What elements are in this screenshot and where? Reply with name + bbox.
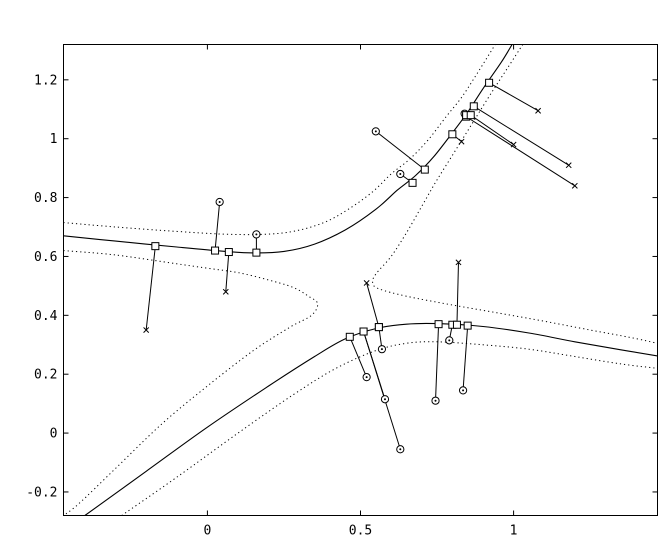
fitted-curves <box>63 44 658 516</box>
fitted-curve-upper <box>63 44 513 254</box>
x-tick-label: 0.5 <box>349 524 372 538</box>
fitted-point-square <box>252 248 261 257</box>
x-tick-label: 1 <box>510 524 518 538</box>
fitted-curve-lower <box>84 322 658 516</box>
fitted-point-square <box>466 111 475 120</box>
residual-line <box>375 130 426 171</box>
observed-point-cross <box>510 141 517 148</box>
residual-line <box>363 331 401 450</box>
observed-point-dot <box>383 398 386 401</box>
y-tick-label: 0.2 <box>34 368 57 383</box>
observed-point-cross <box>565 162 572 169</box>
observed-point-cross <box>458 138 465 145</box>
y-tick-label: 0.4 <box>34 309 58 324</box>
observed-point-cross <box>222 288 229 295</box>
observed-point-dot <box>380 348 383 351</box>
fitted-point-square <box>485 78 494 87</box>
observed-point-cross <box>363 279 370 286</box>
residual-line <box>462 325 469 391</box>
y-tick-label: 0.6 <box>34 250 57 265</box>
residual-line <box>349 336 368 378</box>
residual-line <box>366 282 380 328</box>
fitted-point-square <box>211 246 220 255</box>
observed-point-dot <box>462 389 465 392</box>
fitted-point-square <box>463 321 472 330</box>
fitted-point-square <box>408 178 417 187</box>
fitted-point-square <box>359 327 368 336</box>
residual-line <box>470 114 514 145</box>
y-tick-label: 1 <box>50 132 58 147</box>
bound-upper-inner-line <box>63 250 319 516</box>
observed-point-dot <box>448 339 451 342</box>
boundary-curves <box>63 44 658 516</box>
x-tick-label: 0 <box>203 524 211 538</box>
observed-point-dot <box>218 200 221 203</box>
observed-point-cross <box>535 107 542 114</box>
residual-line <box>225 251 230 292</box>
y-tick-label: 0.8 <box>34 191 57 206</box>
residual-line <box>435 324 440 401</box>
bound-upper-outer-line <box>63 44 496 236</box>
fitted-point-square <box>434 320 443 329</box>
residual-line <box>214 201 221 251</box>
axis-ticks: 0 0.5 1 -0.2 0 0.2 0.4 0.6 0.8 1 1.2 <box>26 44 658 538</box>
bound-lower-outer-line <box>121 341 658 516</box>
fitted-point-square <box>448 130 457 139</box>
observed-point-cross <box>571 182 578 189</box>
residual-line <box>488 82 539 112</box>
observed-point-cross <box>143 327 150 333</box>
observed-point-cross <box>455 259 462 266</box>
observed-point-dot <box>399 173 402 176</box>
fitted-point-square <box>151 242 160 251</box>
residual-line <box>145 246 156 331</box>
y-tick-label: -0.2 <box>26 485 57 500</box>
observed-point-dot <box>374 130 377 133</box>
observed-point-dot <box>365 376 368 379</box>
fitted-point-square <box>469 102 478 111</box>
residual-line <box>465 116 576 187</box>
markers <box>143 78 578 454</box>
observed-point-dot <box>255 233 258 236</box>
observed-point-dot <box>434 399 437 402</box>
plot-frame <box>63 44 658 516</box>
fitted-point-square <box>345 332 354 341</box>
y-tick-label: 1.2 <box>34 73 57 88</box>
residual-links <box>145 82 576 450</box>
fitted-point-square <box>452 320 461 329</box>
observed-point-dot <box>399 448 402 451</box>
fitted-point-square <box>224 248 233 257</box>
y-tick-label: 0 <box>50 427 58 442</box>
bound-right-inner-line <box>372 44 658 344</box>
fitted-point-square <box>374 323 383 332</box>
residual-line <box>473 105 569 166</box>
residual-line <box>456 262 459 325</box>
fitted-point-square <box>420 165 429 174</box>
